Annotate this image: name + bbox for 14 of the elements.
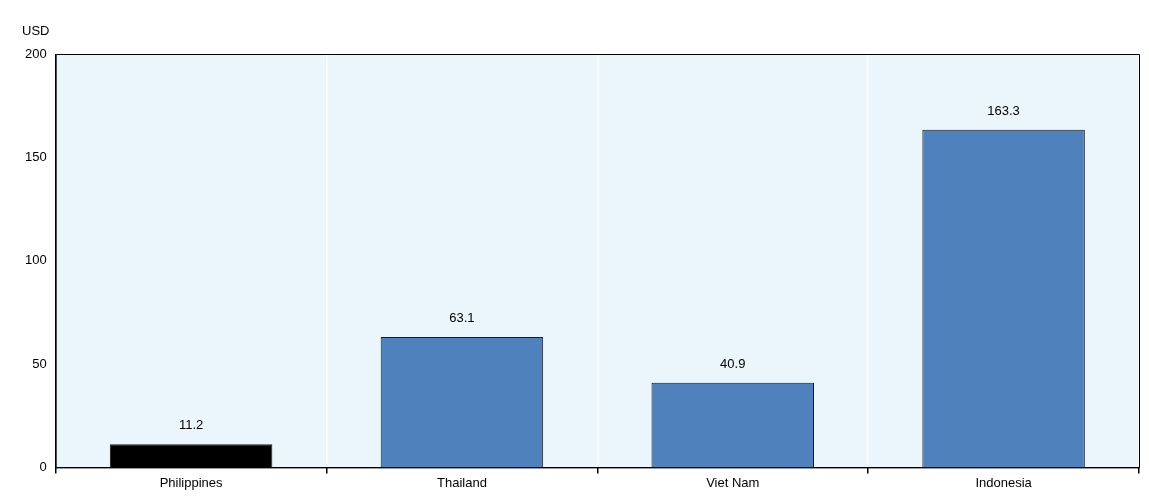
y-tick-label: 150 bbox=[24, 148, 47, 164]
y-tick-label: 200 bbox=[24, 45, 47, 61]
y-tick-label: 0 bbox=[39, 458, 47, 474]
x-tick-label: Viet Nam bbox=[706, 474, 760, 490]
y-tick-label: 100 bbox=[24, 252, 47, 268]
data-label: 163.3 bbox=[987, 102, 1020, 118]
y-tick-label: 50 bbox=[32, 355, 47, 371]
x-tick-label: Indonesia bbox=[975, 474, 1033, 490]
x-tick-label: Philippines bbox=[159, 474, 224, 490]
data-label: 40.9 bbox=[720, 355, 746, 371]
y-axis-title: USD bbox=[22, 23, 50, 39]
x-tick-label: Thailand bbox=[436, 474, 487, 490]
data-label: 63.1 bbox=[449, 310, 475, 326]
data-label: 11.2 bbox=[178, 417, 204, 433]
